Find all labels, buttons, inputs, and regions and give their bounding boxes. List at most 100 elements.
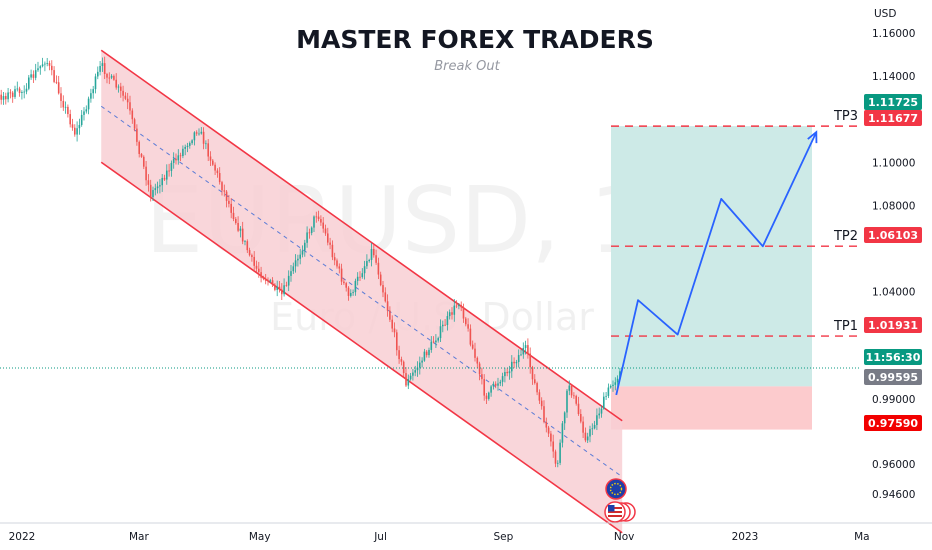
candle-body [60,93,62,101]
candle-body [536,383,538,393]
candle-body [409,375,412,380]
descending-channel[interactable] [100,49,623,534]
price-tag-label: 1.11677 [868,112,918,125]
candle-body [356,276,359,281]
candle-body [435,340,437,343]
y-tick-label: 0.94600 [872,489,915,501]
candle-body [163,177,166,180]
take-profit-zone [611,126,812,387]
candle-body [476,357,479,364]
candle-body [573,395,575,397]
candle-body [83,111,85,115]
candle-body [483,379,485,396]
y-tick-label: 0.99000 [872,394,915,406]
candle-body [510,361,513,372]
candle-body [241,228,244,242]
candle-body [57,82,60,94]
price-tag: 1.11677 [864,110,922,126]
candle-body [267,280,269,282]
candle-body [499,381,502,384]
candle-body [179,155,182,157]
projection-line[interactable] [615,131,818,396]
candle-body [382,285,384,293]
candle-body [481,374,483,380]
candle-body [467,324,469,329]
candle-body [161,177,163,186]
candle-body [251,255,253,257]
candle-body [211,160,214,165]
candle-body [600,408,603,414]
eu-flag-icon[interactable] [605,478,627,500]
price-tag: 0.97590 [864,415,922,431]
price-tag-box [864,110,922,126]
candle-body [14,89,16,97]
candle-body [9,92,12,94]
axes: 1.16000 1.14000 1.10000 1.08000 1.04000 0.990… [0,28,932,543]
candle-body [405,373,407,386]
candle-body [27,77,30,89]
candle-body [216,170,219,174]
candle-body [159,185,161,187]
candle-body [386,301,389,311]
price-tag-label: 1.06103 [868,229,918,242]
chart-title: MASTER FOREX TRADERS [296,25,654,54]
candle-body [221,182,223,191]
candle-body [237,222,239,231]
candle-body [175,158,177,161]
candle-body [471,344,474,349]
candle-body [593,425,596,429]
candle-body [62,100,65,108]
candle-body [85,109,88,112]
candle-body [115,79,117,88]
candle-body [110,75,113,78]
x-tick-label: 2022 [9,531,36,543]
candle-body [561,423,564,443]
candle-body [556,462,559,464]
candle-body [172,158,175,163]
candle-body [315,216,318,218]
candle-body [563,412,566,424]
candle-body [543,406,545,423]
candle-body [108,77,111,79]
risk-reward-zones [611,126,812,430]
candle-body [423,351,426,361]
candle-body [552,441,554,452]
price-tag: 11:56:30 [864,349,922,365]
candle-body [228,200,230,204]
candle-body [278,286,281,290]
price-axis-tags: 1.11725 1.11677 1.06103 1.01931 11:56:30 0.99… [864,94,922,431]
candle-body [257,268,260,273]
candle-body [547,427,550,434]
candle-body [591,428,594,430]
candle-body [308,232,311,234]
candle-body [230,203,232,213]
candle-body [439,326,442,339]
candle-body [53,70,55,82]
stop-loss-zone [611,386,812,430]
candle-body [191,140,193,144]
candle-body [90,93,92,99]
candle-body [119,86,122,91]
y-tick-label: 1.04000 [872,287,915,299]
candle-body [55,81,58,83]
candle-body [177,155,180,161]
channel-lower-line[interactable] [100,161,623,534]
candle-body [232,212,235,219]
channel-upper-line[interactable] [100,49,623,422]
event-icons[interactable] [604,478,636,523]
candle-body [317,216,320,220]
candle-body [345,283,347,288]
y-tick-label: 1.10000 [872,157,915,169]
candle-body [297,258,299,261]
candle-body [343,281,345,284]
candle-body [607,387,610,396]
candle-body [428,349,430,356]
us-flag-icon[interactable] [604,501,636,523]
candle-body [582,421,584,433]
candle-body [301,250,304,255]
candle-body [168,170,170,172]
candle-body [76,128,78,135]
projection-path[interactable] [615,130,818,396]
